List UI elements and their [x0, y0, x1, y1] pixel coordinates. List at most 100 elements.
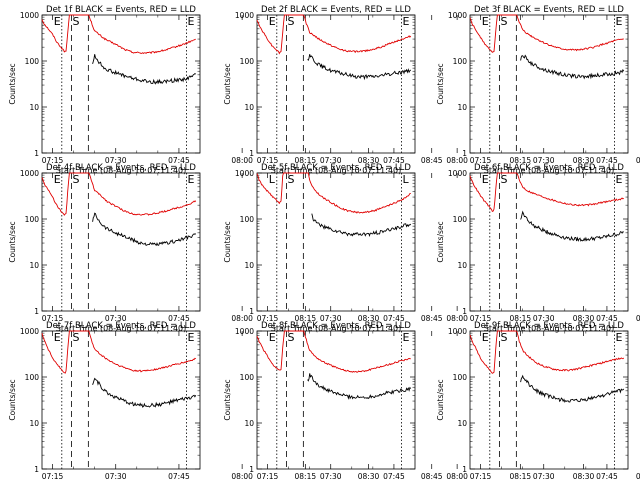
lld-series-line [41, 172, 197, 216]
detector-panel-3: Det 3f BLACK = Events, RED = LLD 1 10 100 10… [436, 5, 629, 175]
x-tick-label: 08:15 [295, 314, 317, 323]
y-tick-label: 1 [34, 307, 39, 316]
marker-label-end: E [403, 15, 410, 28]
x-tick-label: 08:45 [421, 314, 443, 323]
x-tick-label: 08:00 [231, 472, 253, 480]
x-tick-label: 07:15 [257, 156, 279, 165]
detector-panel-9: Det 9f BLACK = Events, RED = LLD 1 10 100 10… [436, 321, 629, 480]
axes-frame [256, 330, 416, 470]
detector-panel-2: Det 2f BLACK = Events, RED = LLD 1 10 100 10… [223, 5, 640, 175]
y-tick-label: 10 [29, 419, 39, 428]
events-series-line [92, 54, 197, 85]
y-tick-label: 10 [29, 103, 39, 112]
y-tick-label: 100 [453, 57, 468, 66]
marker-label-end: E [403, 331, 410, 344]
marker-label-start: E [482, 331, 489, 344]
x-tick-label: 07:45 [596, 472, 618, 480]
x-tick-label: 08:00 [231, 314, 253, 323]
marker-label-s: S [72, 173, 79, 186]
x-tick-label: 08:15 [295, 156, 317, 165]
x-tick-label: 07:15 [42, 472, 64, 480]
y-tick-label: 100 [240, 373, 255, 382]
x-tick-label: 08:00 [446, 314, 468, 323]
panel-title: Det 1f BLACK = Events, RED = LLD [46, 5, 196, 15]
detector-panel-1: Det 1f BLACK = Events, RED = LLD11010010… [8, 5, 443, 175]
lld-series-line [41, 330, 196, 374]
y-axis-label: Counts/sec [436, 221, 445, 262]
lld-series-line [469, 172, 624, 212]
x-tick-label: 08:45 [421, 472, 443, 480]
x-tick-label: 07:15 [42, 314, 64, 323]
x-axis-label: Start Time (08-Aug-10 07:11:40) [484, 166, 615, 175]
panel-title: Det 7f BLACK = Events, RED = LLD [46, 321, 196, 331]
x-tick-label: 07:15 [470, 472, 492, 480]
marker-label-s: S [500, 15, 507, 28]
y-tick-label: 1000 [235, 169, 254, 178]
lld-series-line [256, 14, 412, 55]
x-tick-label: 07:15 [257, 314, 279, 323]
y-tick-label: 1 [249, 307, 254, 316]
axes-frame [41, 172, 201, 312]
x-tick-label: 08:00 [446, 472, 468, 480]
events-series-line [520, 374, 625, 403]
axes-frame [256, 14, 416, 154]
marker-label-end: E [188, 15, 195, 28]
marker-label-s: S [287, 331, 294, 344]
lld-series-line [469, 14, 624, 53]
x-tick-label: 08:00 [231, 156, 253, 165]
x-tick-label: 07:15 [470, 156, 492, 165]
y-tick-label: 1 [462, 465, 467, 474]
x-tick-label: 07:45 [596, 156, 618, 165]
events-series-line [311, 213, 412, 237]
y-tick-label: 100 [453, 215, 468, 224]
x-axis-label: Start Time (08-Aug-10 07:11:40) [56, 324, 187, 333]
y-tick-label: 100 [453, 373, 468, 382]
x-axis-label: Start Time (08-Aug-10 07:11:40) [271, 324, 402, 333]
x-tick-label: 07:45 [168, 314, 190, 323]
x-tick-label: 08:00 [446, 156, 468, 165]
y-tick-label: 100 [25, 215, 40, 224]
marker-label-end: E [616, 173, 623, 186]
x-tick-label: 07:45 [168, 156, 190, 165]
marker-label-s: S [500, 331, 507, 344]
y-axis-label: Counts/sec [8, 379, 17, 420]
marker-label-end: L [403, 173, 410, 186]
lld-series-line [41, 14, 196, 55]
x-tick-label: 08:15 [510, 472, 532, 480]
x-tick-label: 08:30 [573, 314, 595, 323]
marker-label-start: E [482, 173, 489, 186]
marker-label-s: S [72, 331, 79, 344]
marker-label-start: E [54, 173, 61, 186]
x-tick-label: 08:45 [636, 472, 640, 480]
marker-label-start: L [269, 173, 276, 186]
panel-title: Det 3f BLACK = Events, RED = LLD [474, 5, 624, 15]
y-tick-label: 10 [244, 419, 254, 428]
y-axis-label: Counts/sec [436, 379, 445, 420]
detector-panel-4: Det 4f BLACK = Events, RED = LLD11010010… [8, 163, 443, 333]
y-axis-label: Counts/sec [223, 379, 232, 420]
y-tick-label: 1 [462, 149, 467, 158]
marker-label-s: S [287, 15, 294, 28]
events-series-line [307, 373, 412, 400]
x-tick-label: 07:45 [168, 472, 190, 480]
x-tick-label: 07:15 [257, 472, 279, 480]
x-tick-label: 07:15 [470, 314, 492, 323]
x-tick-label: 08:30 [358, 472, 380, 480]
x-tick-label: 07:45 [383, 472, 405, 480]
x-tick-label: 08:15 [295, 472, 317, 480]
panel-title: Det 2f BLACK = Events, RED = LLD [261, 5, 411, 15]
x-tick-label: 08:45 [636, 156, 640, 165]
x-tick-label: 08:45 [421, 156, 443, 165]
detector-panel-7: Det 7f BLACK = Events, RED = LLD11010010… [8, 321, 443, 480]
axes-frame [41, 14, 201, 154]
x-tick-label: 08:45 [636, 314, 640, 323]
panel-title: Det 4f BLACK = Events, RED = LLD [46, 163, 196, 173]
marker-label-start: E [54, 331, 61, 344]
y-tick-label: 10 [244, 103, 254, 112]
x-tick-label: 07:30 [320, 314, 342, 323]
x-tick-label: 08:30 [573, 472, 595, 480]
axes-frame [469, 14, 629, 154]
x-tick-label: 07:30 [533, 314, 555, 323]
axes-frame [256, 172, 416, 312]
